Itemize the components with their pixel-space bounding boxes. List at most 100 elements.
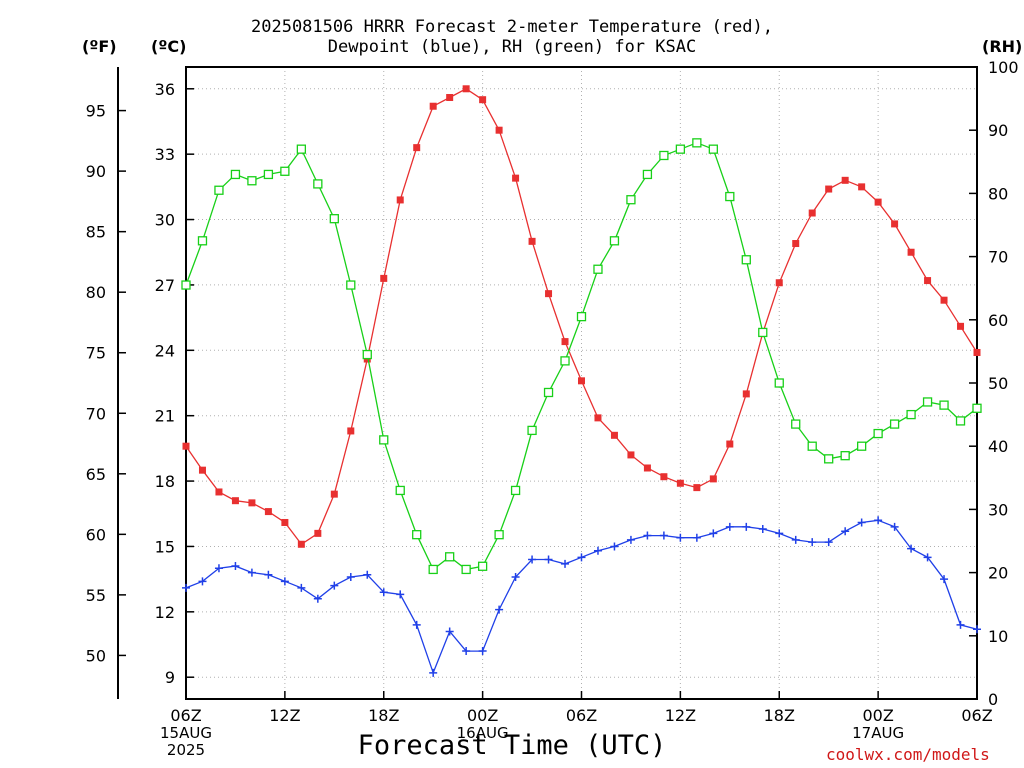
celsius-tick-label: 12	[155, 603, 175, 622]
celsius-tick-label: 30	[155, 211, 175, 230]
x-tick-label: 17AUG	[852, 724, 904, 742]
rh-unit-label: (RH)	[982, 37, 1023, 56]
rh-data-point	[576, 311, 587, 322]
x-tick-label: 15AUG	[160, 724, 212, 742]
celsius-tick-label: 36	[155, 80, 175, 99]
fahrenheit-tick-label: 60	[86, 525, 106, 544]
rh-data-point	[461, 564, 471, 575]
fahrenheit-tick-label: 85	[86, 223, 106, 242]
temperature-data-point	[874, 198, 882, 206]
rh-data-point	[609, 236, 620, 246]
rh-tick-label: 20	[988, 564, 1008, 583]
dewpoint-data-point	[544, 555, 553, 564]
rh-data-point	[296, 144, 307, 154]
rh-data-point	[247, 176, 257, 186]
dewpoint-data-point	[626, 535, 635, 544]
rh-data-point	[263, 169, 274, 180]
temperature-data-point	[215, 488, 223, 496]
dewpoint-data-point	[182, 583, 190, 592]
temperature-data-point	[957, 322, 965, 330]
x-axis-title: Forecast Time (UTC)	[357, 730, 667, 761]
dewpoint-data-point	[214, 564, 223, 573]
rh-tick-label: 70	[988, 248, 1008, 267]
dewpoint-data-point	[462, 647, 471, 656]
rh-data-point	[824, 454, 834, 464]
temperature-data-point	[973, 348, 981, 356]
rh-tick-label: 50	[988, 374, 1008, 393]
fahrenheit-tick-label: 55	[86, 586, 106, 605]
rh-tick-label: 0	[988, 690, 998, 709]
temperature-data-point	[396, 196, 404, 204]
temperature-data-point	[578, 377, 585, 385]
dewpoint-data-point	[561, 559, 570, 568]
dewpoint-data-point	[313, 594, 322, 603]
temperature-data-point	[264, 508, 272, 516]
dewpoint-data-point	[973, 625, 981, 634]
dewpoint-data-point	[808, 538, 817, 547]
dewpoint-data-point	[593, 546, 602, 555]
dewpoint-data-point	[758, 525, 767, 534]
temperature-data-point	[825, 185, 833, 193]
dewpoint-data-point	[528, 555, 537, 564]
dewpoint-data-point	[907, 544, 916, 553]
celsius-tick-label: 9	[165, 668, 175, 687]
rh-data-point	[593, 264, 603, 274]
temperature-data-point	[330, 490, 338, 498]
temperature-data-point	[248, 499, 256, 507]
rh-tick-label: 10	[988, 627, 1008, 646]
temperature-data-point	[726, 440, 734, 448]
rh-data-point	[214, 185, 224, 195]
dewpoint-data-point	[709, 529, 718, 538]
dewpoint-data-point	[610, 542, 619, 551]
dewpoint-data-point	[742, 522, 751, 531]
temperature-data-point	[446, 94, 454, 102]
dewpoint-data-point	[725, 522, 734, 531]
temperature-data-point	[462, 85, 470, 93]
temperature-data-point	[676, 479, 684, 487]
rh-tick-label: 90	[988, 121, 1008, 140]
dewpoint-data-point	[330, 581, 339, 590]
temperature-data-point	[314, 529, 322, 537]
x-tick-label: 12Z	[269, 706, 300, 725]
temperature-data-point	[561, 338, 569, 346]
rh-data-point	[725, 191, 735, 202]
rh-data-point	[939, 400, 949, 410]
rh-data-point	[807, 441, 817, 451]
fahrenheit-tick-label: 70	[86, 404, 106, 423]
dewpoint-data-point	[857, 518, 866, 527]
temperature-data-point	[545, 290, 553, 298]
fahrenheit-tick-label: 80	[86, 283, 106, 302]
dewpoint-data-point	[297, 583, 306, 592]
fahrenheit-unit-label: (ºF)	[82, 37, 117, 56]
dewpoint-data-point	[940, 575, 949, 584]
dewpoint-data-point	[577, 553, 586, 562]
dewpoint-data-point	[692, 533, 701, 542]
x-tick-label: 16AUG	[457, 724, 509, 742]
celsius-tick-label: 24	[155, 341, 175, 360]
rh-data-point	[791, 419, 801, 429]
temperature-data-point	[479, 96, 487, 104]
temperature-data-point	[709, 475, 717, 483]
temperature-data-point	[775, 279, 783, 287]
rh-series-line	[185, 142, 978, 571]
dewpoint-data-point	[198, 577, 207, 586]
rh-data-point	[659, 150, 669, 161]
dewpoint-data-point	[956, 620, 965, 629]
rh-data-point	[873, 428, 883, 439]
temperature-data-point	[792, 240, 800, 248]
celsius-tick-label: 15	[155, 537, 175, 556]
rh-data-point	[708, 144, 718, 154]
x-tick-label: 00Z	[467, 706, 498, 725]
dewpoint-data-point	[923, 553, 932, 562]
rh-data-point	[758, 327, 768, 338]
temperature-data-point	[594, 414, 602, 422]
x-tick-label: 2025	[167, 741, 205, 759]
dewpoint-data-point	[280, 577, 289, 586]
dewpoint-data-point	[841, 527, 850, 536]
fahrenheit-tick-label: 65	[86, 465, 106, 484]
temperature-data-point	[495, 126, 503, 134]
rh-data-point	[922, 397, 933, 407]
rh-tick-label: 100	[988, 58, 1019, 77]
rh-data-point	[527, 425, 537, 436]
temperature-data-point	[182, 442, 190, 450]
